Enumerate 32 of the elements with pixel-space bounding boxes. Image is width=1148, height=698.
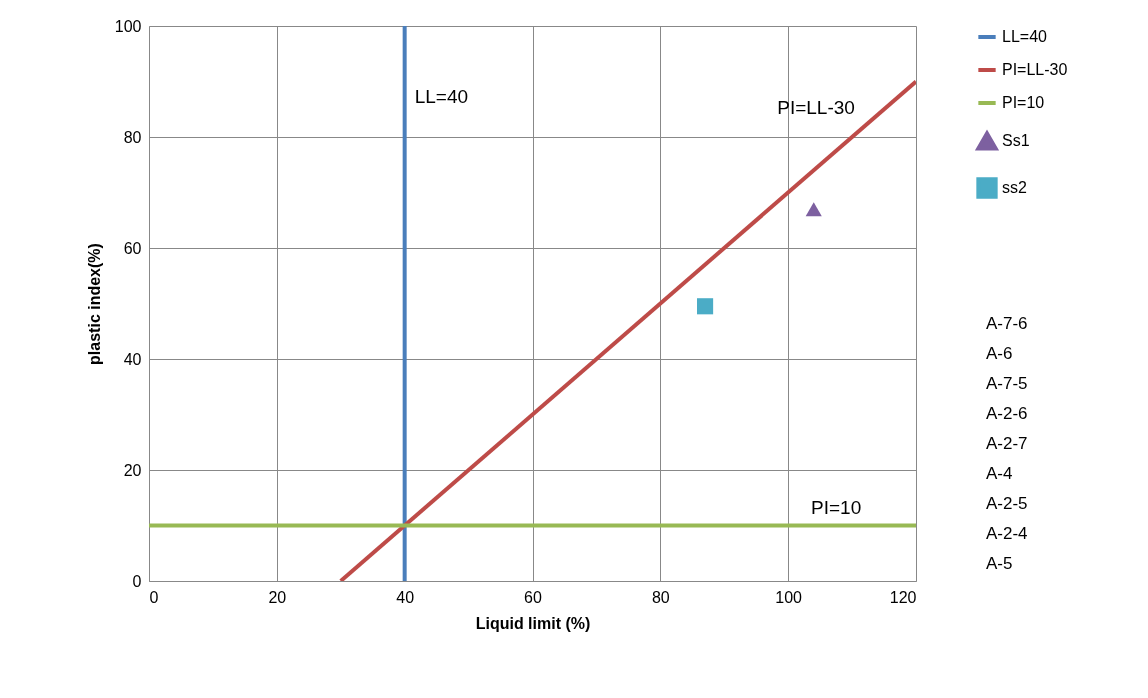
x-tick-label: 60 — [524, 588, 542, 606]
text: A-6 — [986, 344, 1013, 363]
text: A-2-7 — [986, 434, 1028, 453]
x-tick-label: 40 — [396, 588, 415, 606]
x-axis-title: Liquid limit (%) — [475, 614, 591, 632]
x-tick-label: 0 — [149, 588, 159, 606]
x-tick-label: 20 — [268, 588, 287, 606]
legend-label: PI=LL-30 — [1002, 61, 1068, 78]
annotation: PI=LL-30 — [777, 96, 855, 118]
legend-label: ss2 — [1002, 179, 1027, 196]
y-tick-label: 20 — [123, 461, 142, 479]
y-tick-label: 100 — [114, 17, 142, 35]
x-tick-label: 80 — [651, 588, 670, 606]
text: A-2-4 — [986, 524, 1028, 543]
annotation: LL=40 — [414, 85, 469, 107]
legend-label: Ss1 — [1002, 132, 1030, 149]
y-tick-label: 40 — [123, 350, 142, 368]
y-axis-title: plastic index(%) — [85, 243, 103, 365]
text: A-4 — [986, 464, 1013, 483]
text: A-5 — [986, 554, 1013, 573]
text: A-2-5 — [986, 494, 1028, 513]
text: A-7-6 — [986, 314, 1028, 333]
y-tick-label: 0 — [132, 572, 142, 590]
text: A-7-5 — [986, 374, 1028, 393]
annotation: PI=10 — [811, 496, 862, 518]
x-tick-label: 120 — [889, 588, 917, 606]
legend-label: PI=10 — [1002, 94, 1045, 111]
y-tick-label: 80 — [123, 128, 142, 146]
legend-label: LL=40 — [1002, 28, 1048, 45]
y-tick-label: 60 — [123, 239, 142, 257]
text: A-2-6 — [986, 404, 1028, 423]
x-tick-label: 100 — [775, 588, 803, 606]
